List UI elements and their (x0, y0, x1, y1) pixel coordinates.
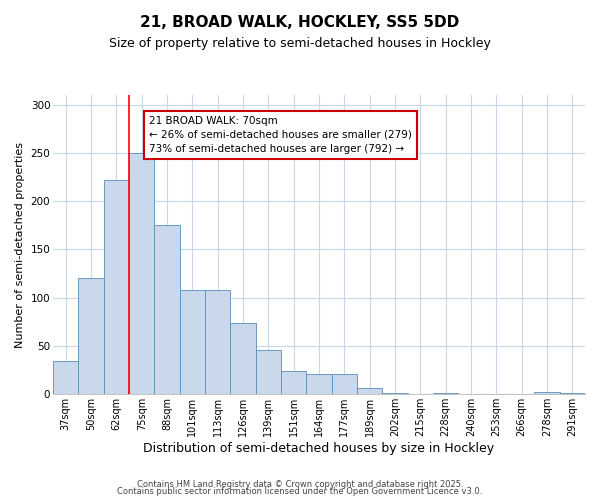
Bar (104, 180, 129, 394)
Text: 21 BROAD WALK: 70sqm
← 26% of semi-detached houses are smaller (279)
73% of semi: 21 BROAD WALK: 70sqm ← 26% of semi-detac… (149, 116, 412, 154)
Text: Size of property relative to semi-detached houses in Hockley: Size of property relative to semi-detach… (109, 38, 491, 51)
Bar (357, 388, 382, 394)
Bar (307, 374, 332, 394)
X-axis label: Distribution of semi-detached houses by size in Hockley: Distribution of semi-detached houses by … (143, 442, 494, 455)
Bar (154, 226, 180, 394)
Bar (256, 350, 281, 395)
Bar (281, 371, 307, 394)
Text: Contains public sector information licensed under the Open Government Licence v3: Contains public sector information licen… (118, 488, 482, 496)
Text: Contains HM Land Registry data © Crown copyright and database right 2025.: Contains HM Land Registry data © Crown c… (137, 480, 463, 489)
Bar (332, 374, 357, 394)
Bar (180, 290, 205, 395)
Bar (535, 392, 560, 394)
Y-axis label: Number of semi-detached properties: Number of semi-detached properties (15, 142, 25, 348)
Bar (230, 323, 256, 394)
Bar (79, 278, 104, 394)
Bar (205, 290, 230, 395)
Bar (53, 362, 79, 394)
Bar (129, 153, 154, 394)
Text: 21, BROAD WALK, HOCKLEY, SS5 5DD: 21, BROAD WALK, HOCKLEY, SS5 5DD (140, 15, 460, 30)
